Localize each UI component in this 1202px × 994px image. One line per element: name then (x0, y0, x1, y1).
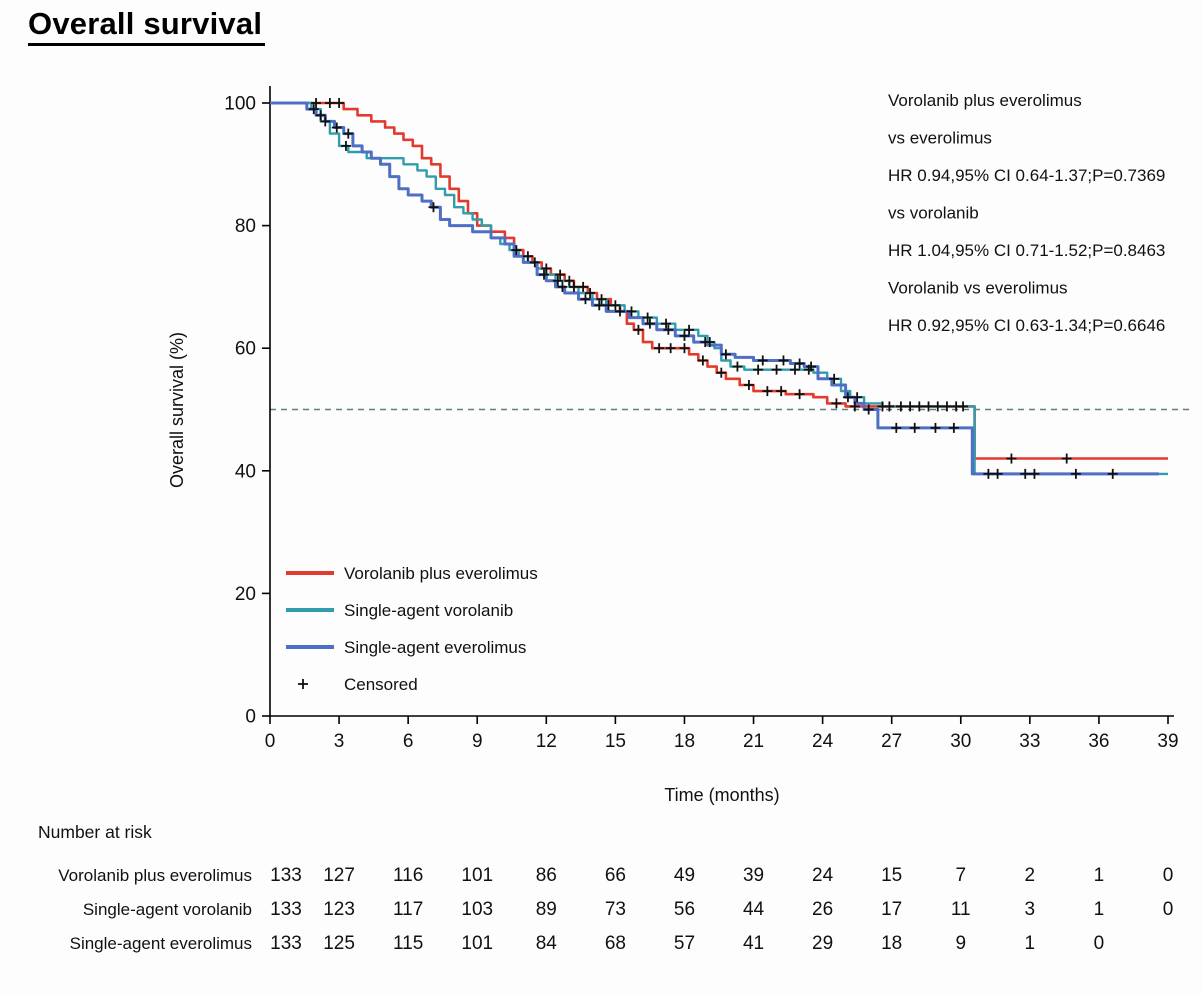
y-tick-label: 60 (235, 339, 256, 360)
risk-count: 101 (461, 865, 493, 886)
risk-count: 101 (461, 933, 493, 954)
risk-count: 133 (270, 899, 302, 920)
hr-annotation-line-1: Vorolanib plus everolimus (888, 91, 1082, 110)
risk-count: 29 (812, 933, 833, 954)
risk-count: 15 (881, 865, 902, 886)
risk-count: 39 (743, 865, 764, 886)
risk-count: 86 (536, 865, 557, 886)
x-tick-label: 30 (950, 731, 971, 752)
x-tick-label: 9 (472, 731, 483, 752)
x-tick-label: 39 (1157, 731, 1178, 752)
hr-annotation-line-7: HR 0.92,95% CI 0.63-1.34;P=0.6646 (888, 316, 1165, 335)
risk-count: 1 (1094, 899, 1105, 920)
y-tick-label: 20 (235, 584, 256, 605)
risk-count: 17 (881, 899, 902, 920)
hr-annotation-line-6: Vorolanib vs everolimus (888, 279, 1068, 298)
risk-table-title: Number at risk (38, 822, 152, 842)
x-tick-label: 24 (812, 731, 834, 752)
risk-count: 0 (1094, 933, 1105, 954)
risk-count: 103 (461, 899, 493, 920)
hr-annotation-line-5: HR 1.04,95% CI 0.71-1.52;P=0.8463 (888, 241, 1165, 260)
risk-count: 7 (955, 865, 966, 886)
legend: Vorolanib plus everolimus Single-agent vo… (286, 564, 538, 694)
legend-label-2: Single-agent vorolanib (344, 601, 513, 620)
y-tick-label: 40 (235, 461, 256, 482)
risk-count: 2 (1025, 865, 1036, 886)
x-tick-label: 3 (334, 731, 345, 752)
hr-annotation-line-3: HR 0.94,95% CI 0.64-1.37;P=0.7369 (888, 166, 1165, 185)
risk-table: Number at risk Vorolanib plus everolimus 1… (38, 822, 1173, 954)
risk-count: 24 (812, 865, 834, 886)
x-tick-label: 15 (605, 731, 626, 752)
risk-count: 115 (393, 933, 423, 954)
hr-annotation-line-2: vs everolimus (888, 129, 992, 148)
risk-count: 57 (674, 933, 695, 954)
risk-count: 123 (323, 899, 355, 920)
x-tick-label: 27 (881, 731, 902, 752)
risk-count: 127 (323, 865, 355, 886)
risk-count: 9 (955, 933, 966, 954)
survival-curve-3 (270, 101, 1159, 476)
x-tick-label: 0 (265, 731, 276, 752)
risk-count: 133 (270, 933, 302, 954)
y-tick-label: 0 (245, 707, 256, 728)
risk-count: 26 (812, 899, 833, 920)
y-tick-label: 80 (235, 216, 256, 237)
hr-annotation: Vorolanib plus everolimus vs everolimus HR… (888, 91, 1165, 335)
y-axis-title: Overall survival (%) (167, 332, 187, 488)
censor-marks-3 (315, 110, 1081, 479)
page-title: Overall survival (28, 6, 266, 46)
hr-annotation-line-4: vs vorolanib (888, 204, 979, 223)
x-tick-label: 12 (536, 731, 557, 752)
risk-count: 1 (1094, 865, 1105, 886)
risk-count: 1 (1025, 933, 1036, 954)
x-tick-label: 33 (1019, 731, 1040, 752)
x-tick-label: 36 (1088, 731, 1109, 752)
axes (262, 86, 1174, 724)
risk-count: 0 (1163, 899, 1174, 920)
risk-count: 44 (743, 899, 765, 920)
x-axis-title: Time (months) (664, 785, 779, 805)
risk-count: 56 (674, 899, 695, 920)
x-tick-label: 21 (743, 731, 764, 752)
risk-row-label-3: Single-agent everolimus (70, 934, 252, 953)
survival-curve-1 (270, 101, 1168, 460)
risk-count: 49 (674, 865, 695, 886)
risk-row-label-1: Vorolanib plus everolimus (58, 866, 252, 885)
risk-count: 41 (743, 933, 764, 954)
legend-label-censored: Censored (344, 675, 418, 694)
censor-marks-2 (308, 104, 1118, 479)
x-tick-label: 18 (674, 731, 695, 752)
risk-row-label-2: Single-agent vorolanib (83, 900, 252, 919)
legend-label-3: Single-agent everolimus (344, 638, 526, 657)
y-tick-label: 100 (224, 94, 256, 115)
risk-count: 18 (881, 933, 902, 954)
risk-count: 66 (605, 865, 626, 886)
legend-censor-marker-icon (298, 679, 308, 689)
risk-count: 11 (951, 899, 971, 920)
risk-count: 68 (605, 933, 626, 954)
risk-count: 89 (536, 899, 557, 920)
legend-label-1: Vorolanib plus everolimus (344, 564, 538, 583)
risk-count: 73 (605, 899, 626, 920)
risk-count: 84 (536, 933, 558, 954)
risk-count: 3 (1025, 899, 1036, 920)
x-tick-label: 6 (403, 731, 414, 752)
risk-count: 125 (323, 933, 355, 954)
risk-count: 133 (270, 865, 302, 886)
risk-count: 0 (1163, 865, 1174, 886)
risk-count: 116 (393, 865, 423, 886)
risk-count: 117 (393, 899, 423, 920)
